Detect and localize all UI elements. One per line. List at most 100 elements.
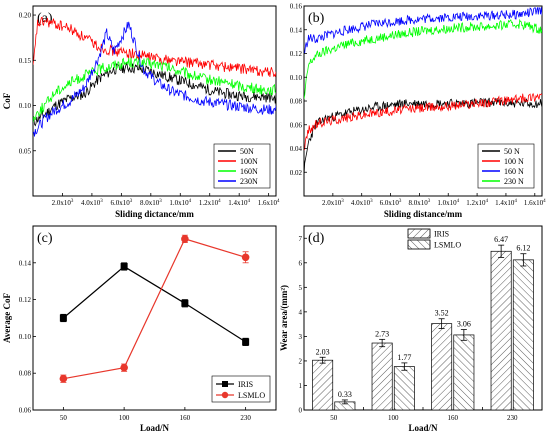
panel-d-label: (d) xyxy=(308,231,325,246)
panel-a-xtick-mantissa: 8.0x10 xyxy=(140,199,160,207)
series-line-50N xyxy=(33,61,276,127)
panel-a-xtick-exponent: 4 xyxy=(248,199,251,204)
panel-b-xtick-exponent: 4 xyxy=(514,199,517,204)
panel-a-xtick-mantissa: 1.4x10 xyxy=(228,199,248,207)
panel-a-legend-entry: 230N xyxy=(240,177,258,186)
data-point-LSMLO xyxy=(181,235,189,243)
panel-a-xtick-exponent: 3 xyxy=(71,199,74,204)
panel-c-legend-marker xyxy=(221,391,229,399)
bar-LSMLO xyxy=(393,366,415,411)
panel-b-xtick-label: 1.0x104 xyxy=(437,199,459,207)
panel-d-ylabel: Wear area/(mm²) xyxy=(279,285,289,351)
panel-b-ytick-label: 0.12 xyxy=(290,50,303,58)
panel-c-legend-marker xyxy=(222,381,228,387)
panel-c-ytick-label: 0.08 xyxy=(19,370,32,378)
panel-d-ytick-label: 6 xyxy=(299,259,303,267)
panel-d-legend-swatch xyxy=(407,239,431,250)
panel-a-xtick-label: 8.0x103 xyxy=(140,199,162,207)
series-line-230N xyxy=(304,18,542,99)
panel-a-xtick-label: 1.0x104 xyxy=(169,199,191,207)
panel-a-legend-entry: 100N xyxy=(240,157,258,166)
panel-b-xtick-exponent: 3 xyxy=(370,199,373,204)
panel-a-xtick-exponent: 3 xyxy=(100,199,103,204)
panel-a-xtick-mantissa: 1.6x10 xyxy=(258,199,278,207)
panel-b-ytick-label: 0.04 xyxy=(290,145,303,153)
panel-a: (a)0.050.100.150.202.0x103 4.0x103 6.0x103… xyxy=(2,5,280,219)
panel-d-legend-entry: LSMLO xyxy=(434,241,461,250)
panel-b-ytick-label: 0.06 xyxy=(290,121,303,129)
panel-a-ylabel: CoF xyxy=(2,92,12,109)
panel-c-xtick-label: 50 xyxy=(60,414,68,422)
panel-a-xtick-label: 1.6x104 xyxy=(258,199,280,207)
panel-a-ytick-label: 0.20 xyxy=(19,12,32,20)
panel-b-xtick-exponent: 4 xyxy=(485,199,488,204)
series-line-LSMLO xyxy=(63,238,246,380)
data-label: 2.03 xyxy=(316,347,330,356)
panel-a-xtick-mantissa: 4.0x10 xyxy=(81,199,101,207)
panel-b-ytick-label: 0.16 xyxy=(290,3,303,11)
panel-b-xtick-mantissa: 2.0x10 xyxy=(322,199,342,207)
panel-a-axes-frame xyxy=(32,5,277,197)
panel-a-xtick-exponent: 3 xyxy=(159,199,162,204)
panel-b-xtick-exponent: 3 xyxy=(428,199,431,204)
series-line-100N xyxy=(33,16,276,78)
panel-b-xtick-mantissa: 6.0x10 xyxy=(380,199,400,207)
panel-a-ytick-label: 0.15 xyxy=(19,57,32,65)
panel-b-xtick-label: 1.6x104 xyxy=(524,199,546,207)
panel-a-xtick-exponent: 3 xyxy=(130,199,133,204)
panel-b-legend-entry: 230 N xyxy=(504,177,524,186)
series-line-160N xyxy=(304,7,542,54)
panel-b-xtick-mantissa: 4.0x10 xyxy=(351,199,371,207)
panel-a-legend-entry: 160N xyxy=(240,167,258,176)
panel-c-xtick-label: 100 xyxy=(119,414,130,422)
series-line-100N xyxy=(304,92,542,151)
data-point-IRIS xyxy=(120,262,128,270)
panel-b-ytick-label: 0.08 xyxy=(290,98,303,106)
panel-a-xtick-label: 6.0x103 xyxy=(110,199,132,207)
panel-c-xtick-label: 160 xyxy=(180,414,191,422)
panel-c-ytick-label: 0.14 xyxy=(19,259,32,267)
panel-c-ytick-label: 0.12 xyxy=(19,296,32,304)
panel-a-xtick-exponent: 4 xyxy=(218,199,221,204)
bar-IRIS xyxy=(371,342,393,411)
panel-c-xlabel: Load/N xyxy=(140,423,170,433)
panel-b-xtick-label: 6.0x103 xyxy=(380,199,402,207)
panel-b-xtick-mantissa: 8.0x10 xyxy=(409,199,429,207)
panel-d-xtick-label: 160 xyxy=(448,414,459,422)
data-label: 2.73 xyxy=(375,329,389,338)
series-line-230N xyxy=(33,21,276,137)
panel-d-ytick-label: 0 xyxy=(299,407,303,415)
panel-b-legend-entry: 160 N xyxy=(504,167,524,176)
panel-a-xtick-label: 4.0x103 xyxy=(81,199,103,207)
panel-d-xtick-label: 50 xyxy=(330,414,338,422)
data-point-IRIS xyxy=(242,338,250,346)
panel-c-xtick-label: 230 xyxy=(240,414,251,422)
panel-b-xtick-label: 1.4x104 xyxy=(495,199,517,207)
panel-d: (d) 0 1 2 3 4 5 6 7 50 100 160 230 2.03 2.73 3.52 6.47 0.… xyxy=(279,225,543,433)
data-label: 6.12 xyxy=(516,244,530,253)
panel-a-label: (a) xyxy=(37,11,53,26)
panel-a-ytick-label: 0.05 xyxy=(19,147,32,155)
panel-b-series-group xyxy=(304,7,542,176)
panel-c-axes-frame xyxy=(32,225,277,411)
panel-d-xlabel: Load/N xyxy=(408,423,438,433)
panel-b-xlabel: Sliding distance/mm xyxy=(384,209,463,219)
panel-b-legend-entry: 50 N xyxy=(504,147,520,156)
panel-a-xtick-mantissa: 1.2x10 xyxy=(199,199,219,207)
panel-a-xtick-label: 1.2x104 xyxy=(199,199,221,207)
panel-b-xtick-label: 1.2x104 xyxy=(466,199,488,207)
panel-b-xtick-exponent: 3 xyxy=(399,199,402,204)
data-label: 3.06 xyxy=(457,320,471,329)
panel-b-label: (b) xyxy=(308,11,325,26)
panel-b-xtick-mantissa: 1.6x10 xyxy=(524,199,544,207)
panel-d-ytick-label: 7 xyxy=(299,235,303,243)
data-point-LSMLO xyxy=(120,363,128,372)
panel-b-xtick-label: 4.0x103 xyxy=(351,199,373,207)
panel-d-ytick-label: 1 xyxy=(299,382,303,390)
panel-a-xtick-label: 2.0x103 xyxy=(52,199,74,207)
panel-b-xtick-exponent: 3 xyxy=(341,199,344,204)
panel-a-ytick-label: 0.10 xyxy=(19,102,32,110)
panel-d-ytick-label: 2 xyxy=(299,357,303,365)
series-line-160N xyxy=(33,56,276,123)
